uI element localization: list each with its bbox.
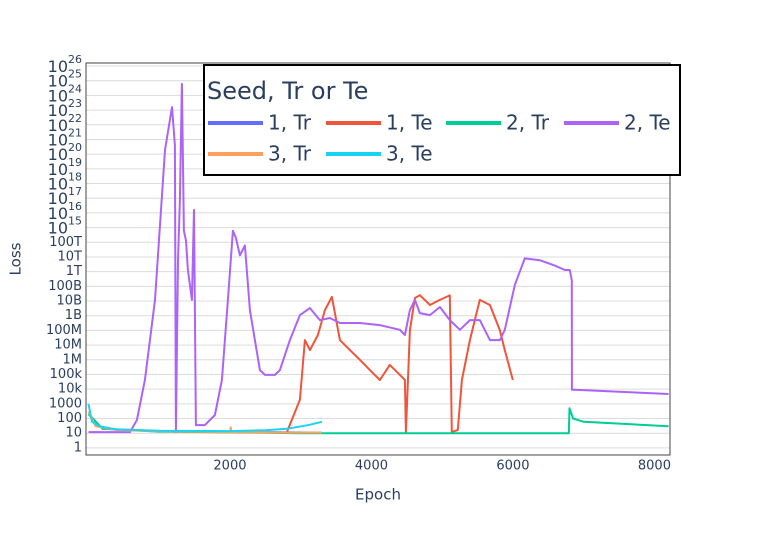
- y-tick-label: 100B: [48, 279, 82, 294]
- tick-base: 10: [48, 203, 68, 222]
- y-tick-label: 1025: [48, 68, 82, 91]
- tick-exponent: 20: [68, 141, 82, 154]
- y-tick-label: 1026: [48, 53, 82, 76]
- y-tick-label: 1020: [48, 141, 82, 164]
- y-tick-label: 1016: [48, 200, 82, 223]
- tick-exponent: 19: [68, 156, 82, 169]
- tick-exponent: 17: [68, 185, 82, 198]
- tick-base: 10: [48, 86, 68, 105]
- tick-base: 10: [48, 218, 68, 237]
- plot-lines: [87, 82, 669, 435]
- y-tick-label: 1017: [48, 185, 82, 208]
- y-tick-label: 10M: [54, 338, 82, 353]
- y-tick-label: 1021: [48, 126, 82, 149]
- y-tick-label: 1000: [49, 396, 82, 411]
- tick-base: 10: [48, 189, 68, 208]
- series-line: [88, 82, 669, 434]
- tick-exponent: 23: [68, 97, 82, 110]
- tick-exponent: 18: [68, 171, 82, 184]
- y-tick-label: 1015: [48, 215, 82, 238]
- legend-label: 1, Te: [386, 111, 433, 135]
- series-line: [87, 403, 323, 433]
- legend-label: 2, Te: [624, 111, 671, 135]
- y-tick-label: 10B: [57, 294, 82, 309]
- tick-base: 10: [48, 145, 68, 164]
- tick-exponent: 22: [68, 112, 82, 125]
- tick-base: 10: [48, 115, 68, 134]
- x-tick-label: 8000: [638, 459, 671, 474]
- plot-frame: [85, 62, 671, 456]
- y-tick-label: 1022: [48, 112, 82, 135]
- y-tick-label: 1023: [48, 97, 82, 120]
- y-tick-label: 1B: [65, 308, 82, 323]
- tick-exponent: 21: [68, 126, 82, 139]
- tick-base: 10: [48, 71, 68, 90]
- y-tick-label: 100T: [49, 235, 82, 250]
- y-tick-label: 10T: [58, 249, 83, 264]
- y-tick-label: 10k: [58, 382, 83, 397]
- y-tick-label: 1024: [48, 82, 82, 105]
- y-axis-label: Loss: [7, 242, 25, 275]
- tick-exponent: 16: [68, 200, 82, 213]
- tick-base: 10: [48, 159, 68, 178]
- legend-label: 1, Tr: [268, 111, 312, 135]
- x-tick-label: 6000: [496, 459, 529, 474]
- legend-label: 2, Tr: [506, 111, 550, 135]
- y-tick-label: 10: [65, 426, 82, 441]
- y-tick-label: 1: [74, 440, 82, 455]
- series-line: [285, 294, 514, 434]
- tick-base: 10: [48, 56, 68, 75]
- tick-base: 10: [48, 174, 68, 193]
- y-tick-label: 1M: [63, 352, 83, 367]
- y-tick-label: 1T: [66, 264, 82, 279]
- x-tick-label: 2000: [213, 459, 246, 474]
- tick-base: 10: [48, 101, 68, 120]
- y-tick-label: 100M: [46, 323, 82, 338]
- y-tick-label: 100: [57, 411, 82, 426]
- tick-exponent: 25: [68, 68, 82, 81]
- tick-exponent: 26: [68, 53, 82, 66]
- legend: Seed, Tr or Te 1, Tr 1, Te 2, Tr 2, Te 3, Tr…: [203, 64, 681, 176]
- tick-exponent: 15: [68, 215, 82, 228]
- y-tick-label: 100k: [50, 367, 83, 382]
- legend-label: 3, Tr: [268, 142, 312, 166]
- legend-box: [203, 64, 681, 176]
- y-tick-label: 1018: [48, 171, 82, 194]
- legend-label: 3, Te: [386, 142, 433, 166]
- legend-title: Seed, Tr or Te: [207, 77, 368, 105]
- y-tick-label: 1019: [48, 156, 82, 179]
- ticks: 110100100010k100k1M10M100M1B10B100B1T10T…: [46, 53, 671, 474]
- x-tick-label: 4000: [355, 459, 388, 474]
- tick-base: 10: [48, 130, 68, 149]
- x-axis-label: Epoch: [355, 486, 401, 504]
- tick-exponent: 24: [68, 82, 82, 95]
